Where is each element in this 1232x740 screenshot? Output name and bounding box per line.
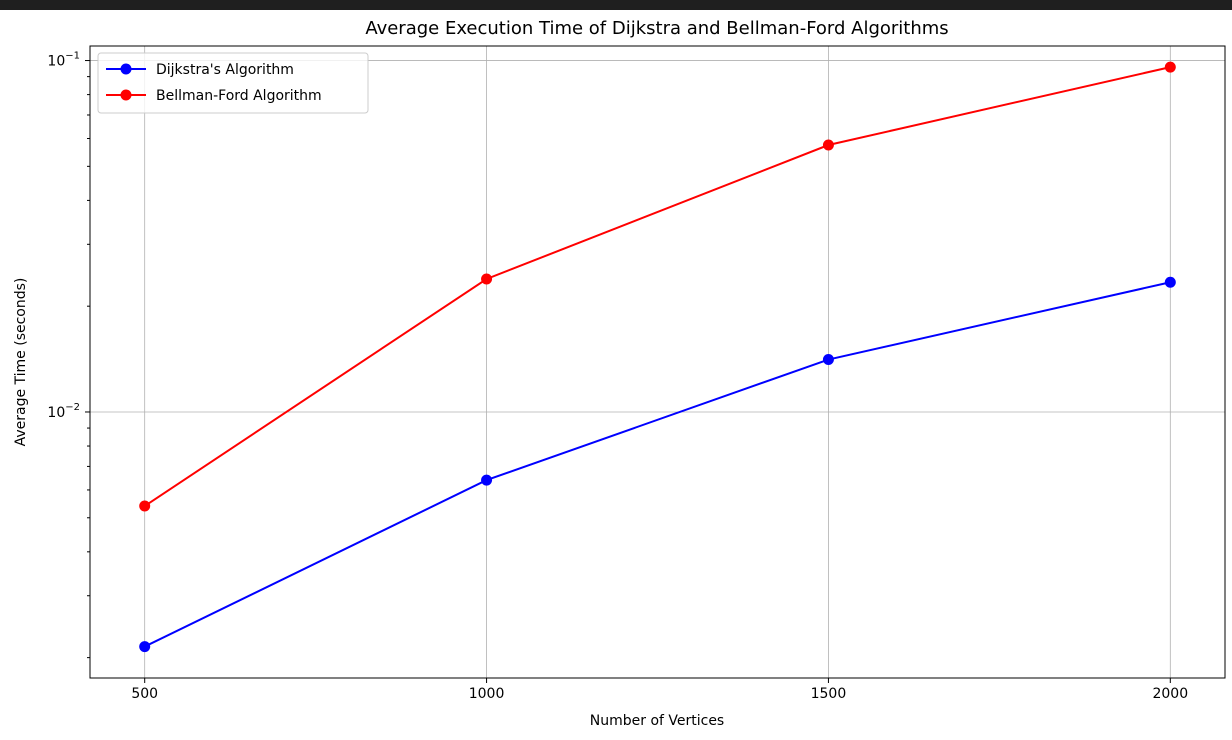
data-point — [481, 273, 493, 285]
data-point — [1164, 276, 1176, 288]
data-point — [1164, 61, 1176, 73]
x-tick-label: 1500 — [811, 686, 847, 702]
y-axis-label: Average Time (seconds) — [13, 278, 29, 447]
legend: Dijkstra's Algorithm Bellman-Ford Algori… — [97, 52, 369, 114]
window-top-bar — [0, 0, 1232, 10]
legend-marker-bellman-ford — [120, 89, 132, 101]
series-line — [144, 281, 1171, 648]
data-point — [481, 474, 493, 486]
x-tick-label: 1000 — [469, 686, 505, 702]
y-tick-label: 10−2 — [47, 402, 80, 421]
plot-area-frame — [89, 45, 1226, 679]
legend-label-dijkstra: Dijkstra's Algorithm — [156, 62, 294, 78]
data-point — [822, 354, 834, 366]
series-line — [144, 66, 1171, 507]
data-point — [822, 139, 834, 151]
legend-box — [97, 52, 369, 114]
axis-ticks: 500 1000 1500 2000 10−2 10−1 — [47, 51, 1188, 702]
y-tick-label: 10−1 — [47, 51, 80, 70]
x-axis-label: Number of Vertices — [590, 713, 724, 729]
x-tick-label: 500 — [131, 686, 158, 702]
chart-title: Average Execution Time of Dijkstra and B… — [365, 18, 948, 39]
data-point — [139, 641, 151, 653]
legend-label-bellman-ford: Bellman-Ford Algorithm — [156, 88, 322, 104]
series-layer — [139, 61, 1176, 653]
legend-marker-dijkstra — [120, 63, 132, 75]
x-tick-label: 2000 — [1152, 686, 1188, 702]
grid — [90, 46, 1225, 678]
data-point — [139, 500, 151, 512]
